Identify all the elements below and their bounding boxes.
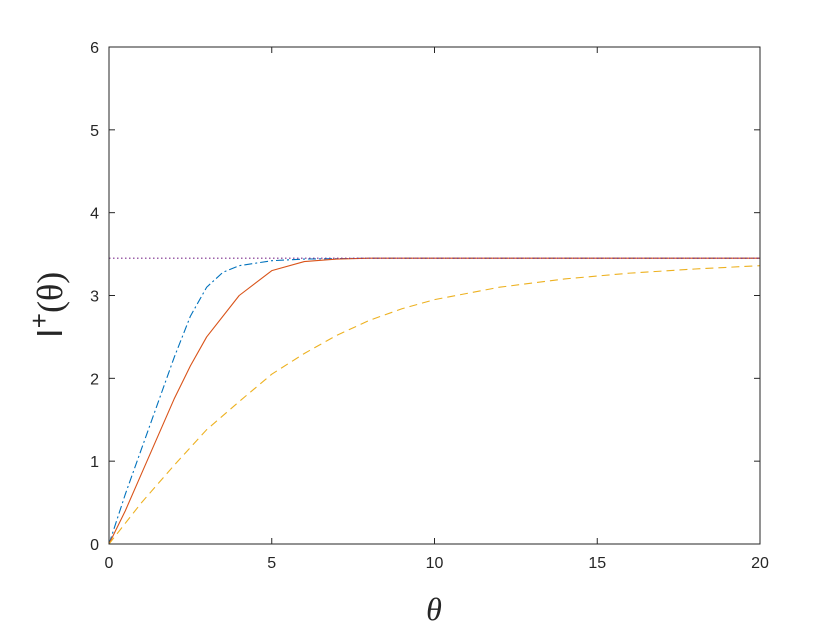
x-tick-label: 20 bbox=[751, 555, 769, 572]
y-tick-label: 6 bbox=[90, 40, 99, 57]
x-tick-label: 0 bbox=[105, 555, 114, 572]
series-line-solid bbox=[108, 257, 760, 545]
y-tick-label: 4 bbox=[90, 206, 99, 223]
y-tick-label: 1 bbox=[90, 454, 99, 471]
series-layer bbox=[108, 257, 761, 545]
y-axis-label-base: I bbox=[29, 328, 70, 338]
y-axis-label-sup: + bbox=[24, 313, 54, 328]
y-tick-label: 0 bbox=[90, 537, 99, 554]
y-axis-label-arg: (θ) bbox=[30, 272, 70, 313]
x-axis-label: θ bbox=[426, 591, 442, 627]
y-tick-label: 3 bbox=[90, 289, 99, 306]
y-tick-label: 2 bbox=[90, 371, 99, 388]
plot-area bbox=[109, 47, 760, 544]
y-axis-label: I+(θ) bbox=[24, 272, 70, 338]
x-tick-label: 15 bbox=[588, 555, 606, 572]
y-tick-label: 5 bbox=[90, 123, 99, 140]
series-line-dashed bbox=[108, 265, 761, 545]
tick-layer: 0 5 10 15 20 0 1 2 3 4 5 6 bbox=[90, 40, 769, 572]
x-tick-label: 5 bbox=[267, 555, 276, 572]
x-tick-label: 10 bbox=[426, 555, 444, 572]
